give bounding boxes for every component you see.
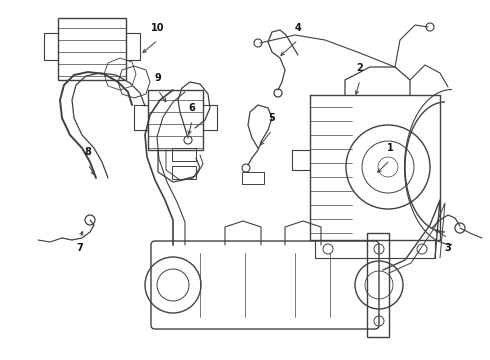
Text: 7: 7	[76, 243, 83, 253]
Text: 10: 10	[151, 23, 165, 33]
Text: 4: 4	[294, 23, 301, 33]
Text: 5: 5	[269, 113, 275, 123]
Text: 3: 3	[444, 243, 451, 253]
Text: 1: 1	[387, 143, 393, 153]
Text: 9: 9	[155, 73, 161, 83]
Text: 8: 8	[85, 147, 92, 157]
Text: 2: 2	[357, 63, 364, 73]
Text: 6: 6	[189, 103, 196, 113]
